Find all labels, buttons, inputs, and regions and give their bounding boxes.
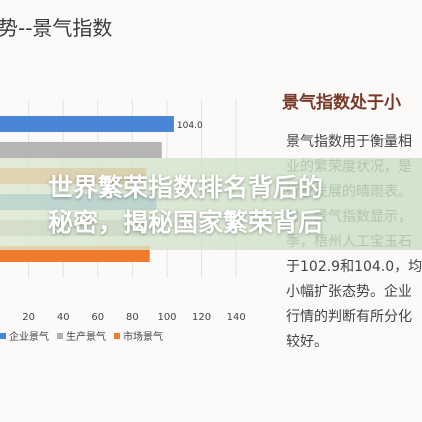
- headline-title: 世界繁荣指数排名背后的 秘密，揭秘国家繁荣背后: [48, 173, 324, 237]
- legend-label-enterprise: 企业景气: [9, 332, 49, 343]
- legend-swatch-production: [57, 332, 63, 339]
- x-tick-label: 120: [192, 312, 211, 320]
- side-heading: 景气指数处于小: [282, 93, 401, 113]
- headline-banner: [0, 158, 422, 250]
- x-tick-label: 140: [227, 312, 246, 320]
- bar: [0, 246, 150, 262]
- legend-swatch-enterprise: [0, 332, 6, 339]
- bar: [0, 116, 174, 132]
- chart-title: 势--景气指数: [0, 16, 113, 40]
- chart-legend: 企业景气 生产景气 市场景气: [0, 328, 163, 343]
- bar-value-label: 104.0: [177, 121, 203, 131]
- x-tick-label: 100: [157, 312, 176, 320]
- legend-item-production: 生产景气: [57, 328, 106, 343]
- bar: [0, 142, 162, 158]
- x-tick-label: 60: [91, 312, 104, 320]
- legend-label-production: 生产景气: [66, 332, 106, 343]
- legend-swatch-market: [114, 332, 120, 339]
- x-tick-label: 40: [57, 312, 70, 320]
- legend-label-market: 市场景气: [123, 332, 163, 343]
- legend-item-market: 市场景气: [114, 328, 163, 343]
- x-tick-label: 80: [126, 312, 139, 320]
- x-tick-label: 20: [22, 312, 35, 320]
- legend-item-enterprise: 企业景气: [0, 328, 49, 343]
